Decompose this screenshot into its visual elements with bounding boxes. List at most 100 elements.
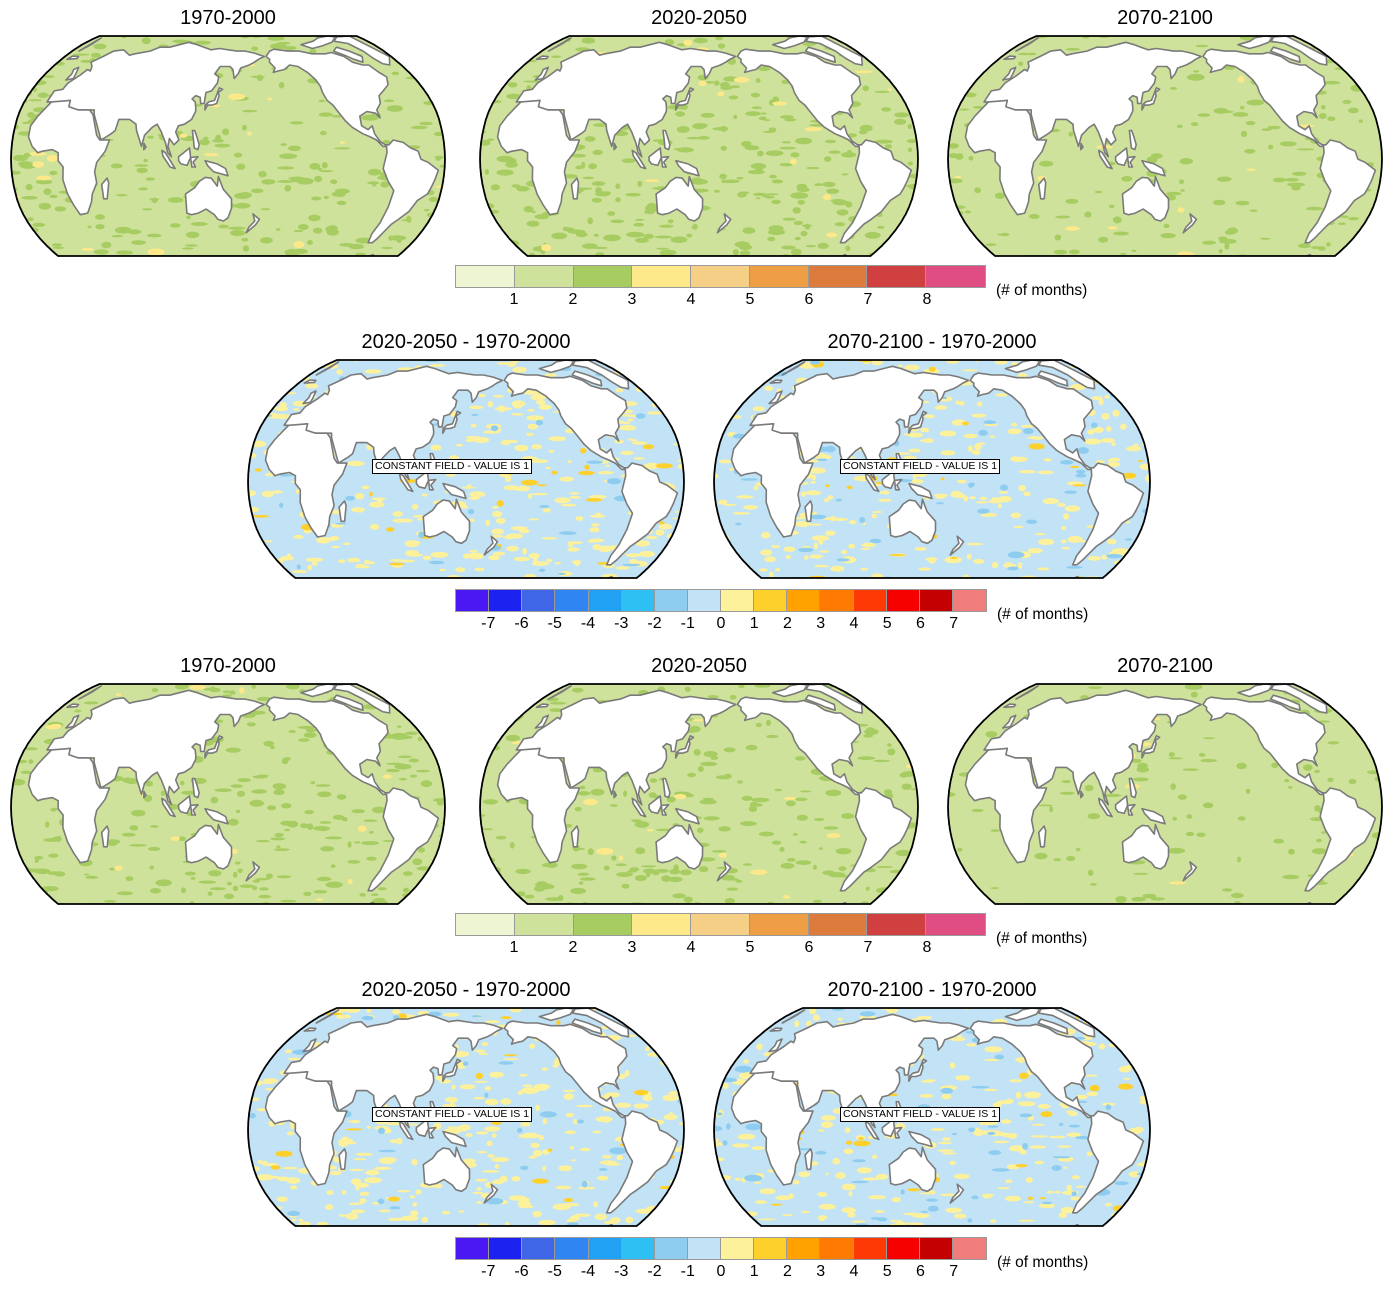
field-patch bbox=[430, 444, 442, 451]
field-patch bbox=[662, 1094, 679, 1102]
land-mass bbox=[1269, 46, 1301, 63]
field-patch bbox=[1182, 768, 1199, 771]
land-mass bbox=[1114, 795, 1129, 815]
field-patch bbox=[703, 816, 720, 821]
field-patch bbox=[795, 860, 812, 865]
land-mass bbox=[1080, 142, 1084, 151]
map-panel: 2020-2050 bbox=[477, 7, 921, 259]
field-patch bbox=[983, 420, 997, 425]
field-patch bbox=[1069, 465, 1080, 469]
field-patch bbox=[674, 793, 687, 800]
field-patch bbox=[599, 1160, 618, 1165]
field-patch bbox=[1106, 1222, 1125, 1226]
land-mass bbox=[184, 175, 233, 222]
land-mass bbox=[161, 797, 176, 818]
field-patch bbox=[724, 898, 736, 904]
field-patch bbox=[471, 413, 479, 417]
field-patch bbox=[530, 1142, 540, 1149]
field-patch bbox=[772, 840, 782, 845]
field-patch bbox=[643, 462, 660, 470]
field-patch bbox=[85, 875, 99, 879]
field-patch bbox=[520, 1165, 529, 1170]
field-patch bbox=[257, 1160, 263, 1164]
field-patch bbox=[1374, 716, 1382, 721]
field-patch bbox=[72, 53, 90, 56]
field-patch bbox=[1068, 131, 1074, 137]
field-patch bbox=[659, 1185, 678, 1190]
field-patch bbox=[574, 806, 582, 812]
field-patch bbox=[786, 858, 796, 862]
field-patch bbox=[228, 93, 246, 100]
field-patch bbox=[774, 788, 783, 792]
field-patch bbox=[671, 1064, 684, 1070]
field-patch bbox=[230, 229, 246, 237]
field-patch bbox=[181, 247, 194, 250]
field-patch bbox=[251, 684, 256, 689]
field-patch bbox=[847, 1212, 856, 1218]
field-patch bbox=[1077, 1100, 1088, 1103]
colorbar-units: (# of months) bbox=[997, 606, 1089, 623]
field-patch bbox=[1146, 156, 1158, 164]
field-patch bbox=[48, 60, 55, 64]
field-patch bbox=[189, 685, 206, 690]
field-patch bbox=[733, 77, 750, 83]
field-patch bbox=[219, 32, 229, 35]
field-patch bbox=[437, 834, 445, 838]
field-patch bbox=[1048, 1135, 1066, 1139]
field-patch bbox=[800, 1210, 810, 1214]
field-patch bbox=[559, 476, 575, 482]
field-patch bbox=[1122, 1077, 1131, 1080]
field-patch bbox=[699, 866, 709, 873]
field-patch bbox=[583, 798, 598, 806]
field-patch bbox=[615, 1102, 632, 1108]
field-patch bbox=[442, 684, 445, 691]
field-patch bbox=[658, 521, 665, 525]
field-patch bbox=[526, 415, 544, 421]
field-patch bbox=[37, 694, 46, 698]
field-patch bbox=[625, 192, 641, 197]
land-mass bbox=[204, 735, 224, 759]
land-mass bbox=[534, 714, 550, 729]
field-patch bbox=[676, 126, 690, 133]
field-patch bbox=[714, 435, 719, 442]
map-panel: 2070-2100 bbox=[945, 7, 1385, 259]
field-patch bbox=[899, 772, 909, 778]
field-patch bbox=[949, 707, 957, 710]
field-patch bbox=[459, 1084, 476, 1090]
field-patch bbox=[402, 871, 413, 876]
land-mass bbox=[1098, 797, 1113, 818]
field-patch bbox=[400, 559, 415, 563]
field-patch bbox=[267, 412, 279, 419]
map-frame bbox=[479, 683, 919, 905]
field-patch bbox=[781, 245, 796, 250]
field-patch bbox=[149, 865, 155, 870]
field-patch bbox=[1018, 61, 1024, 67]
field-patch bbox=[260, 1031, 268, 1034]
field-patch bbox=[878, 498, 892, 502]
land-mass bbox=[888, 1146, 937, 1193]
field-patch bbox=[347, 557, 361, 563]
colorbar-swatch bbox=[926, 266, 986, 287]
field-patch bbox=[1026, 519, 1038, 524]
field-patch bbox=[581, 37, 596, 44]
field-patch bbox=[465, 436, 481, 439]
field-patch bbox=[635, 540, 651, 547]
field-patch bbox=[975, 57, 985, 64]
land-mass bbox=[674, 87, 695, 111]
land-mass bbox=[245, 213, 261, 234]
field-patch bbox=[1131, 896, 1146, 902]
field-patch bbox=[760, 1011, 776, 1016]
colorbar-swatch bbox=[489, 590, 523, 611]
field-patch bbox=[615, 1012, 621, 1018]
field-patch bbox=[581, 1180, 588, 1188]
land-mass bbox=[547, 37, 572, 52]
field-patch bbox=[397, 755, 412, 759]
land-mass bbox=[415, 470, 430, 490]
field-patch bbox=[1000, 1132, 1013, 1138]
field-patch bbox=[782, 1214, 794, 1217]
field-patch bbox=[745, 744, 758, 751]
field-patch bbox=[11, 778, 26, 786]
colorbar-tick-label: 7 bbox=[949, 615, 959, 632]
field-patch bbox=[1075, 1185, 1087, 1188]
field-patch bbox=[268, 366, 275, 369]
